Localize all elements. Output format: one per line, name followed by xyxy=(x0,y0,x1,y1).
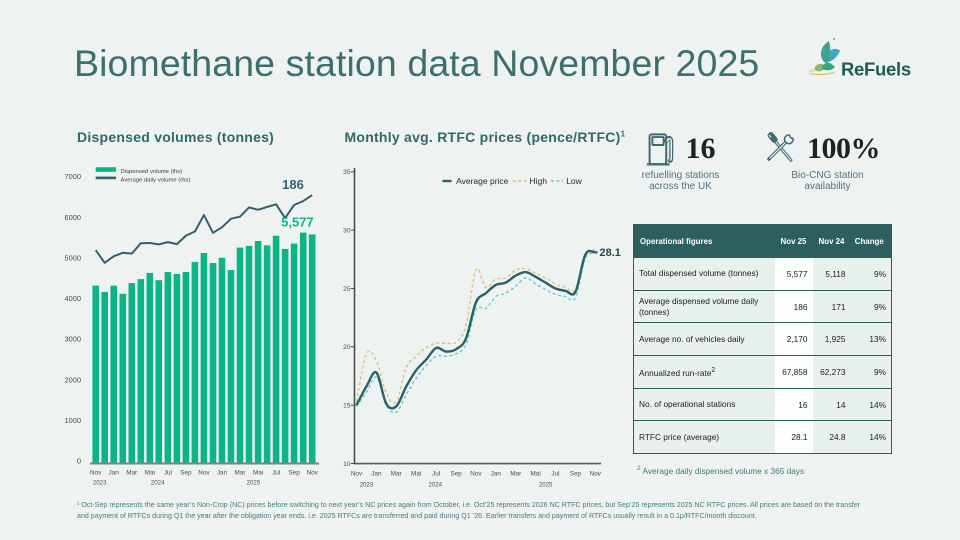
svg-text:2023: 2023 xyxy=(93,479,107,486)
svg-text:2025: 2025 xyxy=(247,479,261,486)
svg-text:186: 186 xyxy=(282,177,304,192)
svg-text:25: 25 xyxy=(343,286,351,293)
svg-text:Dispensed volume (lhs): Dispensed volume (lhs) xyxy=(121,169,183,175)
svg-text:Sep: Sep xyxy=(450,471,462,478)
svg-text:Nov: Nov xyxy=(198,469,210,476)
svg-text:3000: 3000 xyxy=(65,335,81,344)
svg-text:5000: 5000 xyxy=(65,253,81,262)
svg-text:Mai: Mai xyxy=(530,471,540,478)
svg-text:20: 20 xyxy=(343,344,351,351)
svg-text:Mar: Mar xyxy=(510,471,522,478)
svg-text:Nov: Nov xyxy=(590,471,602,478)
svg-text:Average price: Average price xyxy=(456,176,509,186)
svg-text:Nov: Nov xyxy=(351,471,363,478)
svg-text:5,577: 5,577 xyxy=(281,214,314,229)
svg-text:Mar: Mar xyxy=(126,469,138,476)
svg-text:Nov: Nov xyxy=(307,469,319,476)
svg-text:High: High xyxy=(530,176,548,186)
svg-text:35: 35 xyxy=(343,169,351,176)
svg-text:Jul: Jul xyxy=(272,469,280,476)
svg-text:Nov: Nov xyxy=(470,471,482,478)
svg-text:Mai: Mai xyxy=(145,469,155,476)
svg-text:4000: 4000 xyxy=(65,294,81,303)
svg-text:Sep: Sep xyxy=(570,471,582,478)
svg-text:0: 0 xyxy=(77,457,81,466)
svg-text:Mar: Mar xyxy=(391,471,403,478)
svg-text:Sep: Sep xyxy=(288,469,300,476)
svg-text:Jan: Jan xyxy=(491,471,502,478)
svg-text:28.1: 28.1 xyxy=(600,247,621,259)
svg-text:2024: 2024 xyxy=(151,479,165,486)
svg-text:Jan: Jan xyxy=(217,469,228,476)
svg-text:2025: 2025 xyxy=(539,481,553,488)
svg-text:1000: 1000 xyxy=(65,416,81,425)
svg-text:Jan: Jan xyxy=(109,469,120,476)
svg-text:10: 10 xyxy=(343,461,351,468)
svg-text:Jul: Jul xyxy=(164,469,172,476)
svg-text:6000: 6000 xyxy=(65,213,81,222)
svg-text:ReFuels: ReFuels xyxy=(841,58,911,79)
svg-text:Nov: Nov xyxy=(90,469,102,476)
svg-text:2000: 2000 xyxy=(65,375,81,384)
svg-text:Mar: Mar xyxy=(234,469,246,476)
svg-text:Mai: Mai xyxy=(411,471,421,478)
svg-text:Jul: Jul xyxy=(432,471,440,478)
svg-text:Sep: Sep xyxy=(180,469,192,476)
svg-text:Average daily volume (rhs): Average daily volume (rhs) xyxy=(121,178,191,184)
svg-text:Jan: Jan xyxy=(371,471,382,478)
svg-text:Low: Low xyxy=(566,176,582,186)
svg-text:2023: 2023 xyxy=(360,481,374,488)
svg-text:30: 30 xyxy=(343,228,351,235)
svg-text:Jul: Jul xyxy=(551,471,559,478)
svg-text:Mai: Mai xyxy=(253,469,263,476)
svg-text:7000: 7000 xyxy=(65,172,81,181)
svg-text:15: 15 xyxy=(343,403,351,410)
svg-text:2024: 2024 xyxy=(429,481,443,488)
